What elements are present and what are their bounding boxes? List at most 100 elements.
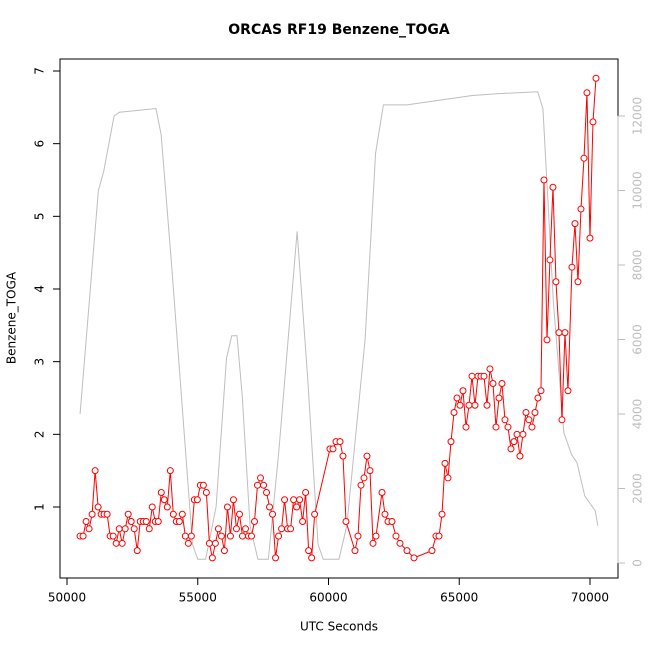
data-point — [564, 387, 572, 395]
data-point — [534, 394, 542, 402]
data-point — [305, 547, 313, 555]
y-axis-label: Benzene_TOGA — [5, 271, 19, 364]
data-point — [302, 488, 310, 496]
data-point — [169, 510, 177, 518]
data-point — [519, 430, 527, 438]
data-point — [498, 379, 506, 387]
data-point — [226, 532, 234, 540]
data-point — [160, 496, 168, 504]
data-point — [471, 401, 479, 409]
data-point — [357, 481, 365, 489]
data-point — [549, 183, 557, 191]
data-point — [118, 539, 126, 547]
data-point — [501, 416, 509, 424]
data-point — [577, 205, 585, 213]
data-point — [447, 438, 455, 446]
data-point — [438, 510, 446, 518]
data-point — [441, 459, 449, 467]
data-point — [103, 510, 111, 518]
data-point — [181, 532, 189, 540]
x-axis-label: UTC Seconds — [300, 620, 378, 634]
data-point — [513, 430, 521, 438]
data-point — [459, 387, 467, 395]
data-point — [354, 532, 362, 540]
data-point — [211, 539, 219, 547]
data-point — [88, 510, 96, 518]
data-point — [366, 467, 374, 475]
data-point — [269, 510, 277, 518]
data-point — [109, 532, 117, 540]
data-point — [531, 409, 539, 417]
x-tick-label: 50000 — [48, 591, 86, 605]
data-point — [381, 510, 389, 518]
data-point — [580, 154, 588, 162]
data-point — [287, 525, 295, 533]
data-point — [115, 525, 123, 533]
data-point — [558, 416, 566, 424]
data-point — [583, 89, 591, 97]
data-point — [492, 423, 500, 431]
data-point — [456, 401, 464, 409]
data-point — [465, 401, 473, 409]
data-point — [378, 488, 386, 496]
data-point — [178, 510, 186, 518]
data-point — [336, 438, 344, 446]
data-point — [214, 525, 222, 533]
data-point — [450, 409, 458, 417]
data-point — [229, 496, 237, 504]
data-point — [290, 496, 298, 504]
data-point — [91, 467, 99, 475]
data-point — [392, 532, 400, 540]
data-point — [546, 256, 554, 264]
data-point — [444, 474, 452, 482]
x-tick-label: 65000 — [440, 591, 478, 605]
data-point — [540, 176, 548, 184]
data-point — [175, 518, 183, 526]
data-point — [299, 518, 307, 526]
data-point — [220, 547, 228, 555]
data-point — [260, 481, 268, 489]
y2-tick-label: 4000 — [631, 399, 645, 430]
data-point — [193, 496, 201, 504]
y2-tick-label: 6000 — [631, 324, 645, 355]
y-tick-label: 7 — [33, 67, 47, 75]
data-point — [133, 547, 141, 555]
data-point — [235, 510, 243, 518]
data-point — [528, 423, 536, 431]
data-point — [148, 503, 156, 511]
data-point — [205, 539, 213, 547]
data-point — [112, 539, 120, 547]
data-point — [483, 401, 491, 409]
data-point — [435, 532, 443, 540]
data-point — [516, 452, 524, 460]
data-point — [510, 438, 518, 446]
data-point — [130, 525, 138, 533]
data-point — [571, 220, 579, 228]
y-tick-label: 2 — [33, 431, 47, 439]
data-point — [157, 488, 165, 496]
y-tick-label: 5 — [33, 213, 47, 221]
data-point — [223, 503, 231, 511]
data-point — [453, 394, 461, 402]
data-point — [121, 525, 129, 533]
chart-title: ORCAS RF19 Benzene_TOGA — [228, 22, 450, 38]
data-point — [495, 394, 503, 402]
data-point — [208, 554, 216, 562]
data-point — [250, 518, 258, 526]
data-point — [396, 539, 404, 547]
x-tick-label: 60000 — [309, 591, 347, 605]
data-point — [543, 336, 551, 344]
data-point — [124, 510, 132, 518]
data-point — [202, 488, 210, 496]
data-point — [360, 474, 368, 482]
x-tick-label: 70000 — [571, 591, 609, 605]
data-point — [199, 481, 207, 489]
data-point — [142, 518, 150, 526]
y2-tick-label: 12000 — [631, 97, 645, 135]
y-tick-label: 4 — [33, 285, 47, 293]
data-point — [266, 503, 274, 511]
data-point — [504, 423, 512, 431]
data-point — [145, 525, 153, 533]
